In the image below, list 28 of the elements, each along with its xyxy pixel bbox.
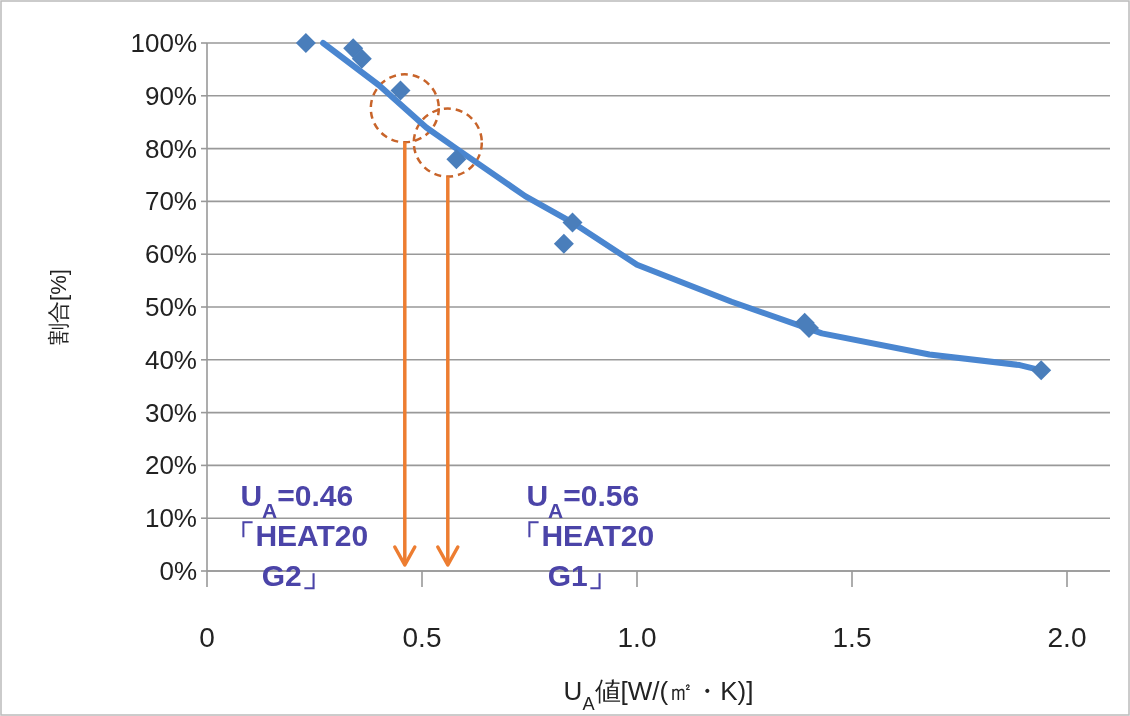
point xyxy=(1031,360,1052,381)
point xyxy=(295,33,316,53)
point xyxy=(343,38,364,59)
point xyxy=(351,48,372,69)
point xyxy=(553,233,574,254)
x-tick-label: 0 xyxy=(199,622,215,653)
point xyxy=(446,149,467,170)
y-tick-label: 100% xyxy=(130,28,197,58)
y-tick-label: 50% xyxy=(144,292,197,322)
y-tick-label: 90% xyxy=(144,80,197,111)
y-tick-label: 20% xyxy=(144,450,197,481)
ref-line-label: U$_{A}$=0.56 「HEAT20 G1」 xyxy=(511,479,655,592)
y-tick-label: 10% xyxy=(144,503,197,534)
x-tick-label: 1.0 xyxy=(617,622,657,653)
ref-line-label: U$_{A}$=0.46 「HEAT20 G2」 xyxy=(225,479,369,592)
point xyxy=(390,80,411,101)
y-tick-label: 40% xyxy=(144,344,197,375)
x-axis-title: U$_{A}$値[W/(㎡・K)] xyxy=(563,676,754,714)
y-tick-label: 0% xyxy=(159,556,197,586)
point xyxy=(562,212,583,233)
y-tick-label: 60% xyxy=(144,239,197,270)
y-tick-label: 80% xyxy=(144,133,197,164)
x-tick-label: 1.5 xyxy=(832,622,872,653)
x-tick-label: 0.5 xyxy=(402,622,442,653)
y-tick-label: 70% xyxy=(144,186,197,217)
x-tick-label: 2.0 xyxy=(1047,622,1087,653)
y-tick-label: 30% xyxy=(144,397,197,428)
y-axis-title: 割合[%] xyxy=(46,269,71,345)
